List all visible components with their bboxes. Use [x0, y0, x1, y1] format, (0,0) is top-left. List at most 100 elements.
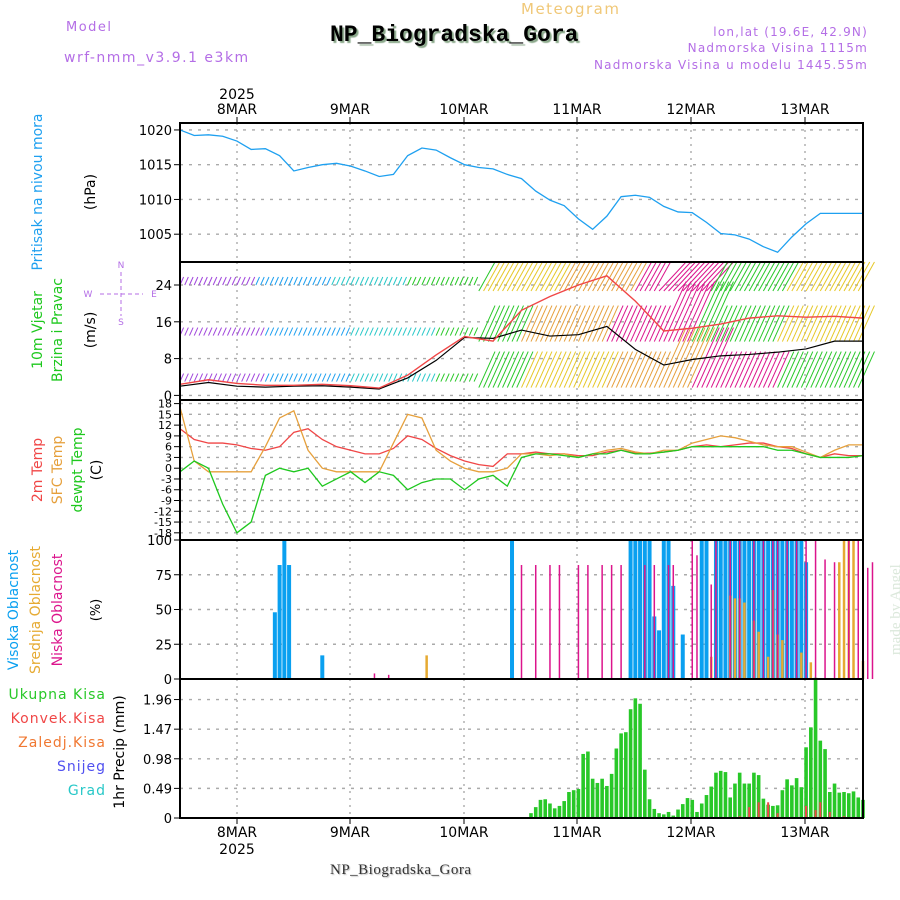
wind-barb [359, 327, 365, 336]
precip-bar [562, 801, 566, 818]
precip-bar [671, 815, 676, 818]
y-tick-label: 8 [164, 353, 172, 368]
precip-bar [757, 802, 760, 818]
cloud-bar [848, 540, 850, 679]
precip-bar [785, 779, 789, 818]
cloud-bar [647, 540, 652, 679]
wind-barb [758, 261, 776, 292]
wind-barb [805, 305, 823, 342]
year-label-bottom: 2025 [219, 842, 255, 858]
cloud-bar [838, 562, 841, 679]
precip-bar [818, 740, 823, 818]
wind-barb [525, 261, 543, 292]
cloud-bar [800, 652, 803, 679]
cloud-bar [691, 540, 693, 679]
wind-barb [853, 305, 871, 342]
wind-barb [682, 281, 711, 342]
wind-barb [644, 305, 662, 342]
wind-barb [540, 261, 558, 292]
precip-bar [619, 733, 623, 818]
wind-barb [762, 261, 781, 292]
wind-barb [772, 261, 790, 292]
wind-barb [345, 276, 351, 286]
precip-bar [775, 805, 780, 818]
wind-barb [468, 373, 474, 382]
wind-barb [449, 327, 455, 336]
wind-barb [260, 276, 265, 286]
wind-barb [672, 281, 701, 342]
cloud-bar [781, 640, 784, 679]
wind-barb [815, 351, 833, 388]
wind-barb [359, 276, 365, 286]
wind-barb [672, 261, 701, 292]
wind-barb [668, 261, 696, 292]
cloud-bar [425, 655, 428, 679]
cloud-bar [833, 562, 836, 679]
wind-barb [426, 327, 431, 336]
wind-barb [758, 351, 776, 388]
wind-barb [407, 327, 412, 336]
model-name: wrf-nmm_v3.9.1 e3km [64, 50, 250, 66]
cloud-bar [601, 565, 603, 679]
wind-barb [516, 305, 534, 342]
cloud-bar [762, 540, 765, 679]
wind-barb [416, 276, 422, 286]
wind-barb [459, 327, 464, 336]
wind-barb [530, 305, 548, 342]
wind-barb [350, 327, 355, 336]
precip-bar [590, 778, 595, 818]
wind-barb [687, 327, 715, 388]
wind-barb [193, 276, 199, 286]
wind-barb [449, 373, 455, 382]
wind-barb [383, 373, 389, 382]
wind-barb [193, 373, 199, 382]
wind-barb [563, 305, 581, 342]
wind-barb [587, 351, 605, 388]
y-tick-label: 0.98 [143, 753, 172, 768]
precip-bar [747, 783, 751, 818]
wind-barb [630, 305, 648, 342]
wind-barb [459, 276, 464, 286]
wind-barb [611, 261, 629, 292]
wind-barb [715, 261, 733, 292]
wind-barb [269, 373, 275, 382]
wind-barb [326, 373, 332, 382]
wind-barb [269, 276, 275, 286]
precip-bar [799, 787, 804, 818]
wind-barb [208, 276, 213, 286]
wind-barb [402, 327, 407, 336]
precip-bar [661, 814, 666, 818]
wind-barb [625, 351, 643, 388]
y-tick-label: 6 [165, 441, 172, 454]
cloud-bar [738, 540, 741, 679]
precip-bar [704, 795, 709, 818]
panel-frame-pressure [179, 122, 864, 263]
wind-barb [184, 373, 189, 382]
wind-barb [606, 351, 624, 388]
precip-bar [813, 677, 818, 818]
wind-barb [577, 351, 596, 388]
wind-barb [231, 327, 237, 336]
cloud-bar [780, 540, 785, 679]
wind-barb [345, 373, 351, 382]
wind-barb [217, 327, 223, 336]
wind-barb [739, 261, 757, 292]
precip-bar [832, 783, 837, 818]
wind-barb [743, 305, 762, 342]
wind-barb [226, 327, 232, 336]
wind-barb [516, 261, 534, 292]
wind-barb [668, 281, 696, 342]
wind-barb [321, 276, 327, 286]
cloud-bar [733, 598, 737, 679]
wind-barb [435, 276, 441, 286]
wind-barb [819, 305, 837, 342]
wind-barb [374, 276, 379, 286]
precip-bar [699, 803, 704, 818]
wind-barb [255, 327, 260, 336]
wind-barb [706, 327, 734, 388]
wind-barb [540, 351, 558, 388]
wind-barb [321, 327, 327, 336]
wind-barb [492, 261, 510, 292]
wind-barb [554, 261, 572, 292]
cloud-bar [756, 540, 761, 679]
